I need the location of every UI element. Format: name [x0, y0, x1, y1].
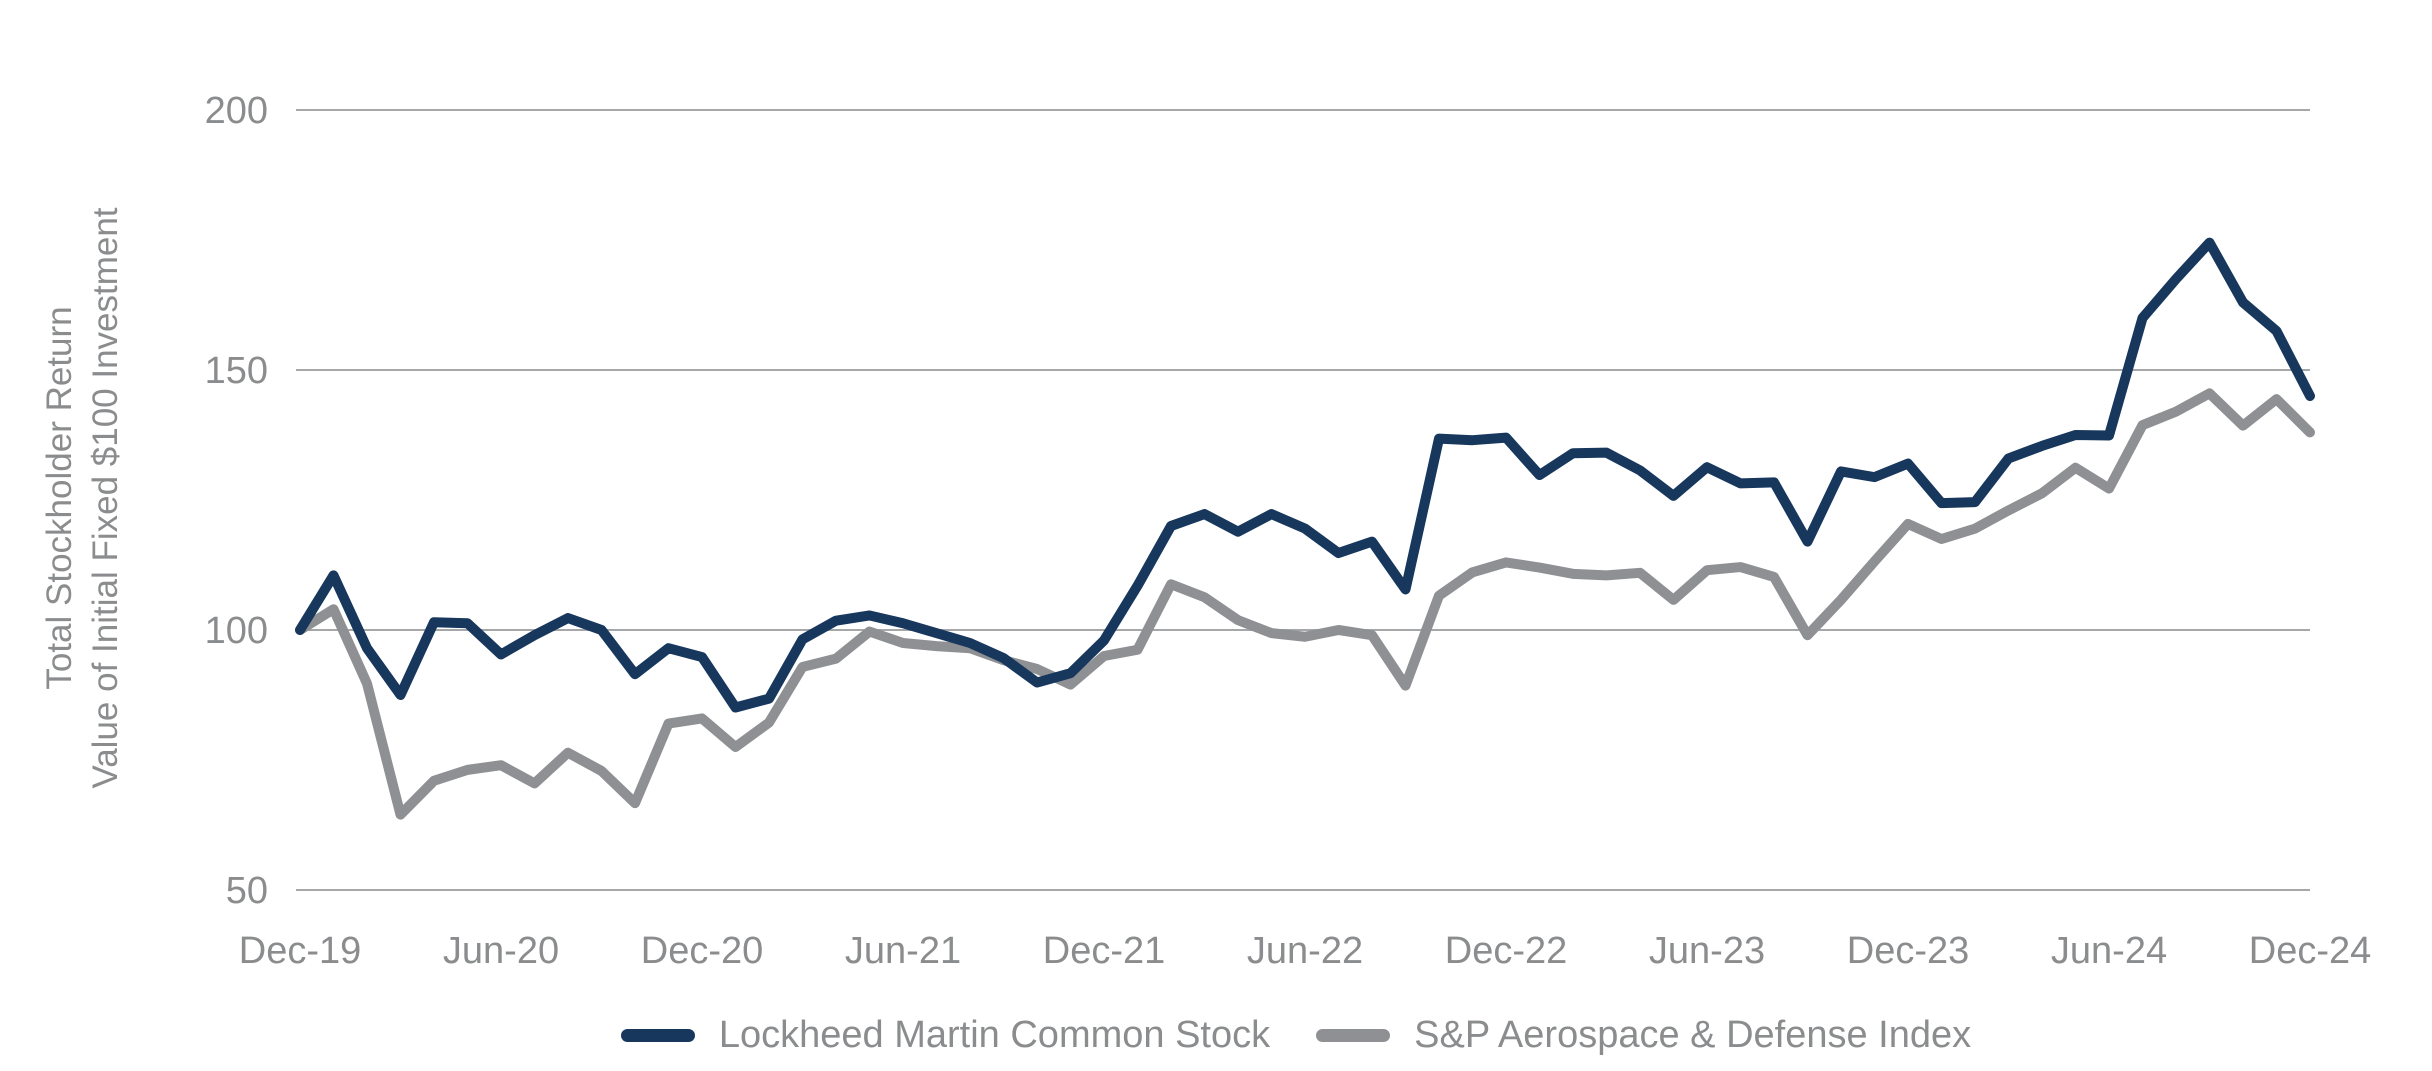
legend-label-lockheed-martin: Lockheed Martin Common Stock	[718, 1014, 1271, 1056]
x-tick-label-dec-20: Dec-20	[641, 930, 764, 972]
x-tick-label-jun-20: Jun-20	[443, 930, 559, 972]
x-tick-label-jun-22: Jun-22	[1247, 930, 1363, 972]
x-tick-label-dec-21: Dec-21	[1043, 930, 1166, 972]
legend-swatch-sp-aerospace-defense-icon	[1316, 1029, 1391, 1042]
series-line-lockheed-martin-common-stock	[295, 237, 2315, 713]
y-tick-label-200: 200	[205, 90, 268, 132]
x-tick-label-jun-24: Jun-24	[2051, 930, 2167, 972]
y-axis-title-line-2: Value of Initial Fixed $100 Investment	[86, 207, 125, 789]
x-tick-label-dec-22: Dec-22	[1445, 930, 1568, 972]
y-tick-label-50: 50	[226, 870, 268, 912]
legend-item-lockheed-martin: Lockheed Martin Common Stock	[620, 1014, 1271, 1057]
y-tick-label-150: 150	[205, 350, 268, 392]
legend-swatch-lockheed-martin-icon	[620, 1029, 695, 1042]
legend-label-sp-aerospace-defense: S&P Aerospace & Defense Index	[1414, 1014, 1972, 1056]
chart-legend: Lockheed Martin Common Stock S&P Aerospa…	[160, 1014, 2432, 1057]
x-tick-label-dec-19: Dec-19	[239, 930, 362, 972]
series-line-s-p-aerospace-defense-index	[295, 388, 2315, 820]
x-tick-label-dec-24: Dec-24	[2249, 930, 2372, 972]
y-tick-label-100: 100	[205, 610, 268, 652]
x-tick-label-dec-23: Dec-23	[1847, 930, 1970, 972]
x-tick-label-jun-23: Jun-23	[1649, 930, 1765, 972]
y-axis-title: Total Stockholder Return Value of Initia…	[37, 207, 129, 788]
legend-item-sp-aerospace-defense: S&P Aerospace & Defense Index	[1316, 1014, 1971, 1057]
x-tick-label-jun-21: Jun-21	[845, 930, 961, 972]
y-axis-title-line-1: Total Stockholder Return	[39, 306, 79, 690]
